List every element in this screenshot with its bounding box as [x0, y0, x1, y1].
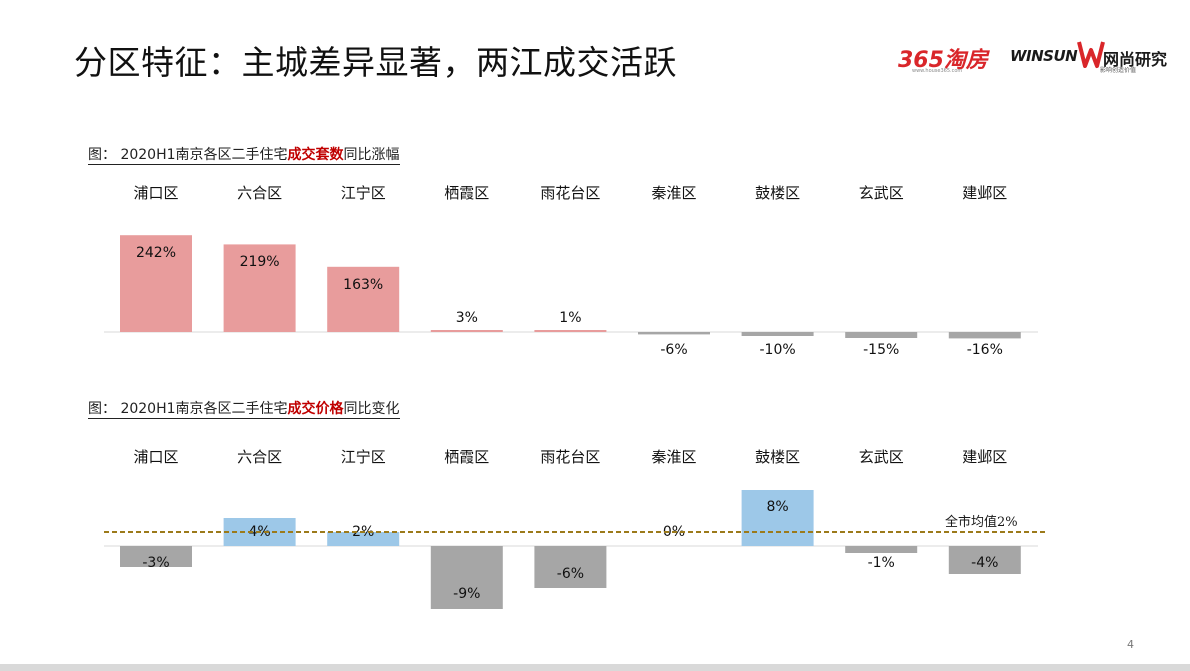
bottom-bar: [0, 664, 1190, 671]
price-category-label: 建邺区: [962, 448, 1007, 466]
price-bar: [845, 546, 918, 553]
price-bar: [327, 532, 400, 546]
price-bar: [534, 546, 607, 588]
volume-bar: [223, 244, 296, 332]
winsun-w-mark-icon: [1077, 41, 1105, 68]
volume-bar: [638, 332, 710, 335]
winsun-logo-tagline: 影响创造价值: [1100, 67, 1137, 74]
chart-volume-caption-prefix: 图： 2020H1南京各区二手住宅: [88, 147, 288, 163]
price-bar: [430, 546, 503, 609]
volume-bar: [430, 330, 503, 332]
price-data-label: -9%: [453, 586, 480, 602]
price-category-label: 雨花台区: [540, 448, 600, 466]
volume-data-label: -16%: [967, 342, 1003, 358]
chart-volume-caption: 图： 2020H1南京各区二手住宅成交套数同比涨幅: [88, 147, 400, 165]
volume-category-label: 栖霞区: [444, 184, 489, 202]
volume-data-label: 242%: [136, 245, 176, 261]
volume-bar: [534, 330, 607, 332]
price-data-label: -4%: [971, 555, 998, 571]
volume-category-label: 雨花台区: [540, 184, 600, 202]
price-data-label: -6%: [557, 566, 584, 582]
volume-bar: [948, 332, 1021, 339]
page-number: 4: [1127, 638, 1134, 651]
volume-data-label: 3%: [456, 310, 478, 326]
price-category-label: 秦淮区: [651, 448, 696, 466]
volume-bar: [120, 235, 192, 332]
volume-bar: [327, 266, 400, 332]
volume-data-label: -6%: [660, 342, 687, 358]
price-category-label: 六合区: [237, 448, 282, 466]
volume-category-label: 浦口区: [133, 184, 178, 202]
chart-price-caption: 图： 2020H1南京各区二手住宅成交价格同比变化: [88, 401, 400, 419]
volume-category-label: 秦淮区: [651, 184, 696, 202]
volume-category-label: 建邺区: [962, 184, 1007, 202]
volume-data-label: -15%: [863, 342, 899, 358]
price-data-label: -1%: [868, 555, 895, 571]
winsun-logo-chinese: 网尚研究: [1103, 50, 1168, 69]
price-category-label: 玄武区: [859, 448, 904, 466]
city-average-label: 全市均值2%: [945, 515, 1018, 530]
chart-price-caption-prefix: 图： 2020H1南京各区二手住宅: [88, 401, 288, 417]
price-data-label: 8%: [766, 499, 788, 515]
chart-price-caption-suffix: 同比变化: [343, 401, 400, 417]
volume-category-label: 六合区: [237, 184, 282, 202]
house365-logo: 365淘房: [898, 48, 988, 73]
chart-volume-caption-suffix: 同比涨幅: [343, 147, 400, 163]
chart-price-caption-highlight: 成交价格: [287, 401, 344, 417]
volume-data-label: 163%: [343, 277, 383, 293]
volume-data-label: -10%: [760, 342, 796, 358]
volume-category-label: 玄武区: [859, 184, 904, 202]
price-category-label: 浦口区: [133, 448, 178, 466]
chart-volume-caption-highlight: 成交套数: [287, 147, 344, 163]
price-bar: [948, 546, 1021, 574]
volume-category-label: 江宁区: [341, 184, 386, 202]
price-data-label: -3%: [142, 555, 169, 571]
winsun-logo-text: WINSUN: [1010, 47, 1078, 65]
volume-bar: [741, 332, 814, 336]
volume-data-label: 1%: [559, 310, 581, 326]
price-category-label: 栖霞区: [444, 448, 489, 466]
slide-title: 分区特征：主城差异显著，两江成交活跃: [74, 43, 677, 82]
price-category-label: 江宁区: [341, 448, 386, 466]
volume-bar: [845, 332, 918, 338]
volume-data-label: 219%: [240, 254, 280, 270]
price-category-label: 鼓楼区: [755, 448, 800, 466]
house365-logo-url: www.house365.com: [912, 68, 963, 74]
price-bar: [120, 546, 192, 567]
volume-growth-chart: 浦口区 242% 六合区 219% 江宁区 163% 栖霞区 3% 雨花台区 1% 秦淮区 -6% 鼓楼…: [104, 184, 1038, 358]
price-bar: [741, 490, 814, 546]
volume-category-label: 鼓楼区: [755, 184, 800, 202]
